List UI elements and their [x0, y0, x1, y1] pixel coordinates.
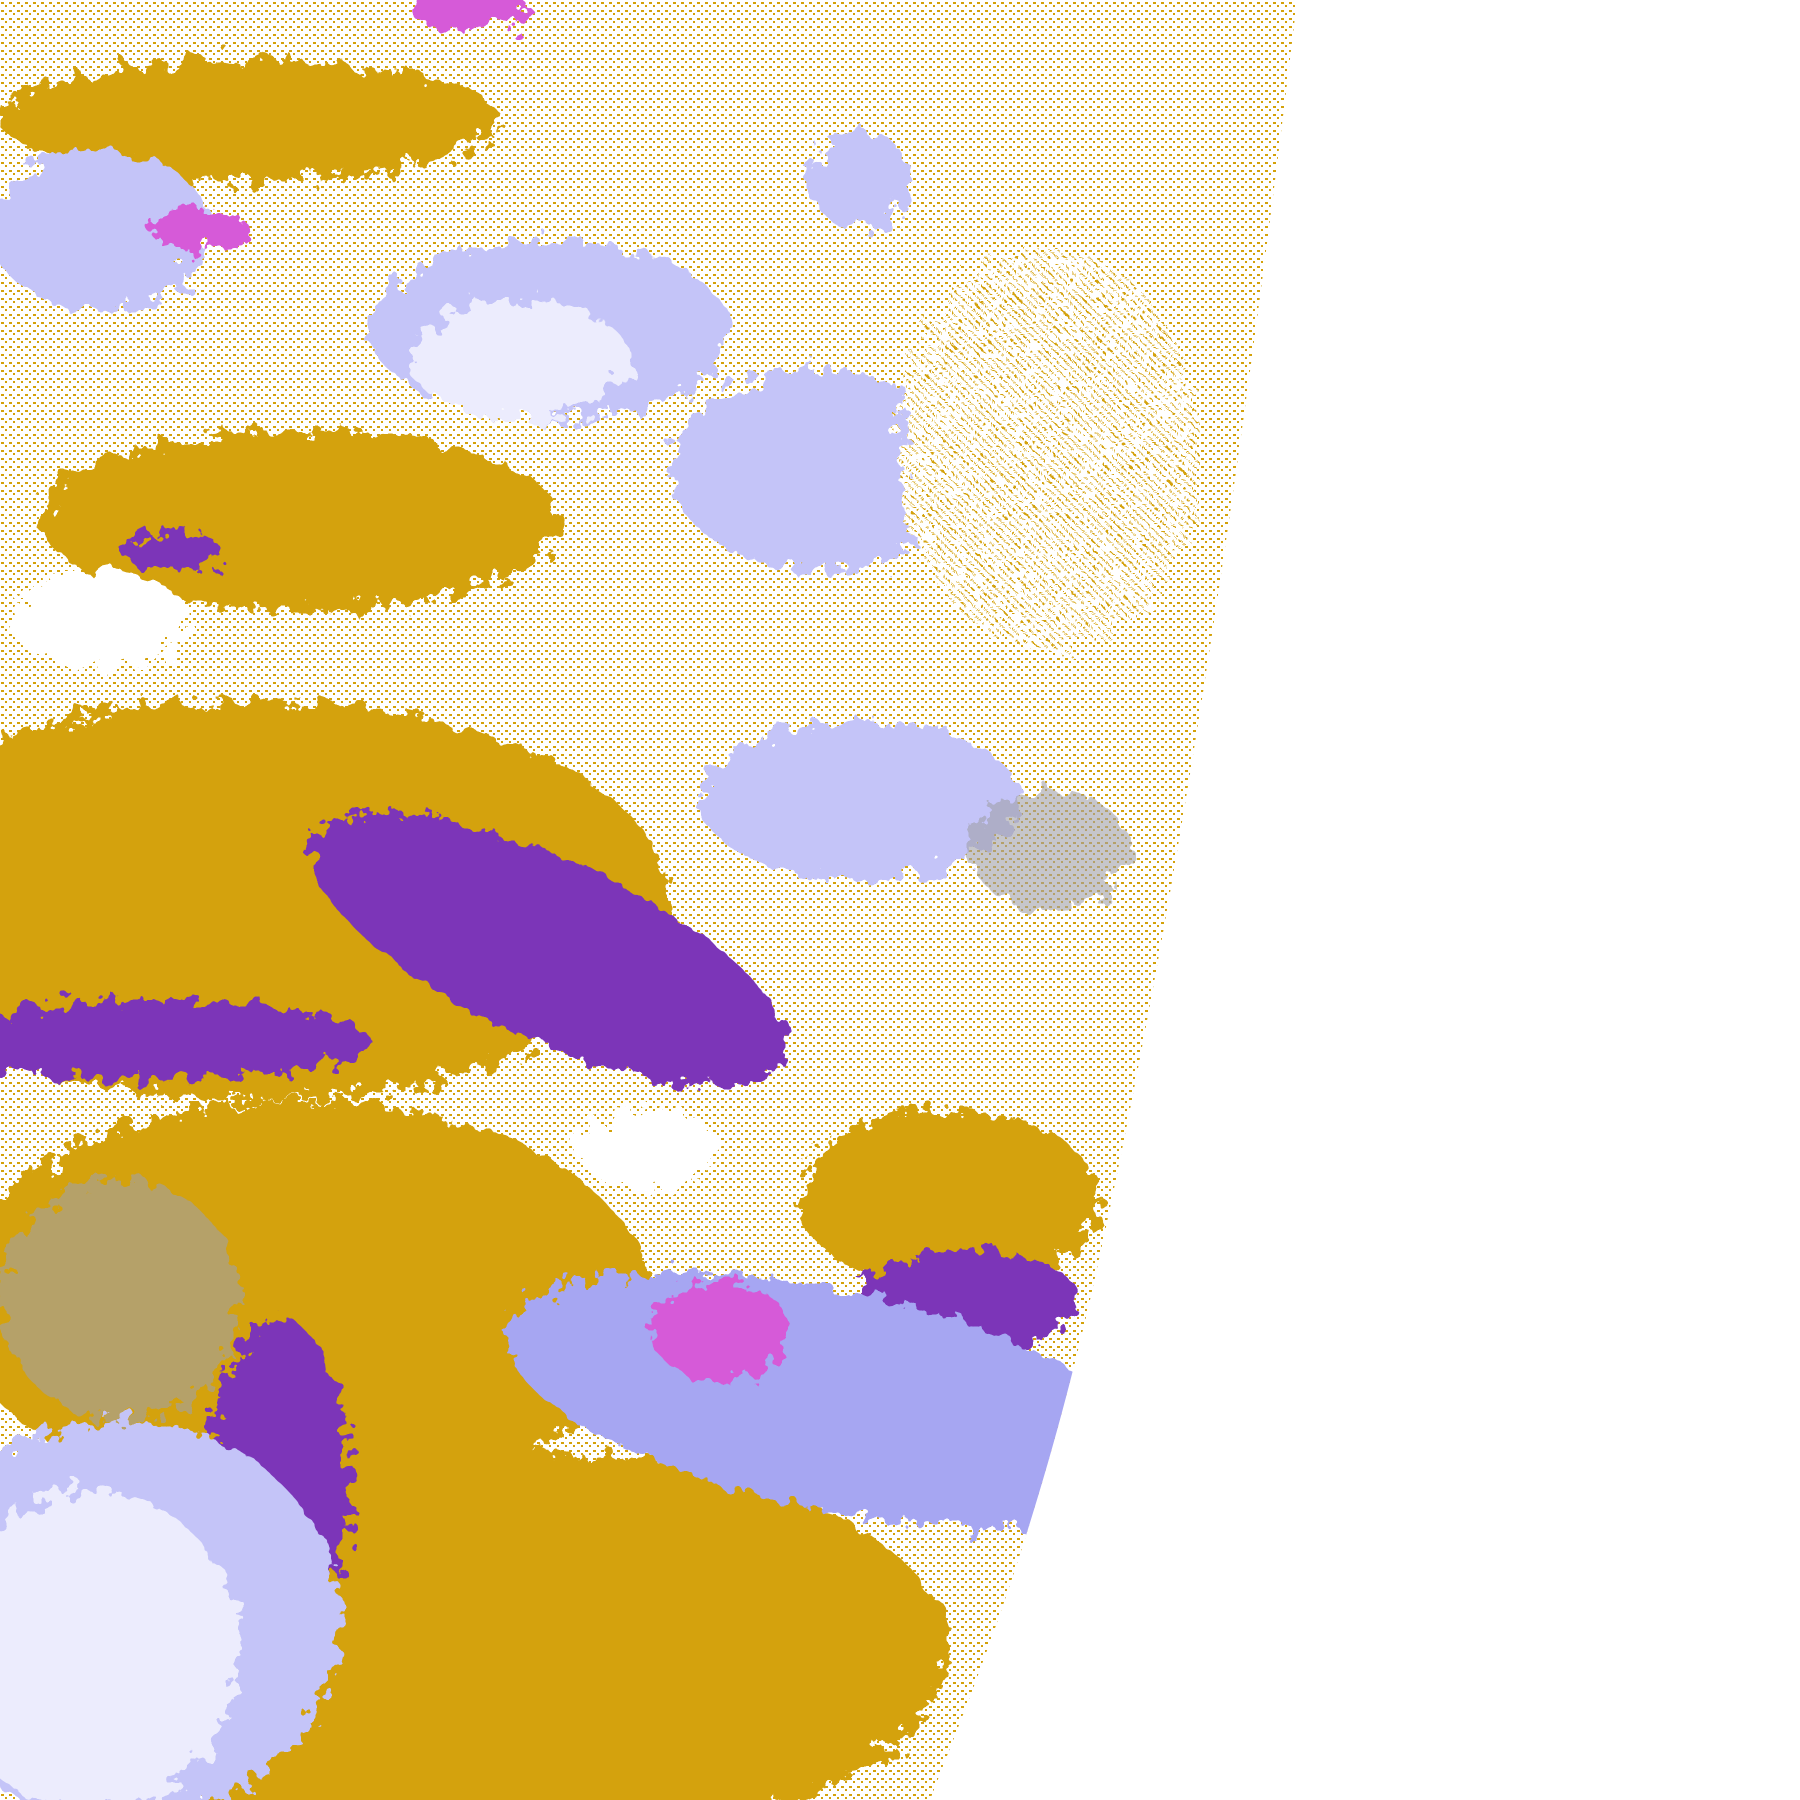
- magenta-region: [410, 0, 530, 30]
- lavender-cloud: [700, 720, 1020, 880]
- lavender-cloud: [410, 300, 630, 420]
- gold-region: [800, 1110, 1100, 1290]
- purple-region: [311, 813, 789, 1087]
- purple-region: [120, 530, 220, 570]
- lavender-cloud: [0, 1490, 240, 1800]
- clear-area: [580, 1110, 720, 1190]
- lavender-cloud: [970, 790, 1130, 910]
- lavender-cloud: [670, 370, 970, 570]
- gold-region: [0, 60, 500, 180]
- magenta-region: [150, 210, 250, 250]
- clear-area: [900, 250, 1200, 650]
- lavender-cloud: [0, 1180, 240, 1420]
- lavender-cloud: [0, 150, 210, 310]
- clear-area: [10, 570, 190, 670]
- purple-region: [0, 1000, 370, 1080]
- lavender-cloud: [810, 130, 910, 230]
- magenta-region: [650, 1280, 790, 1380]
